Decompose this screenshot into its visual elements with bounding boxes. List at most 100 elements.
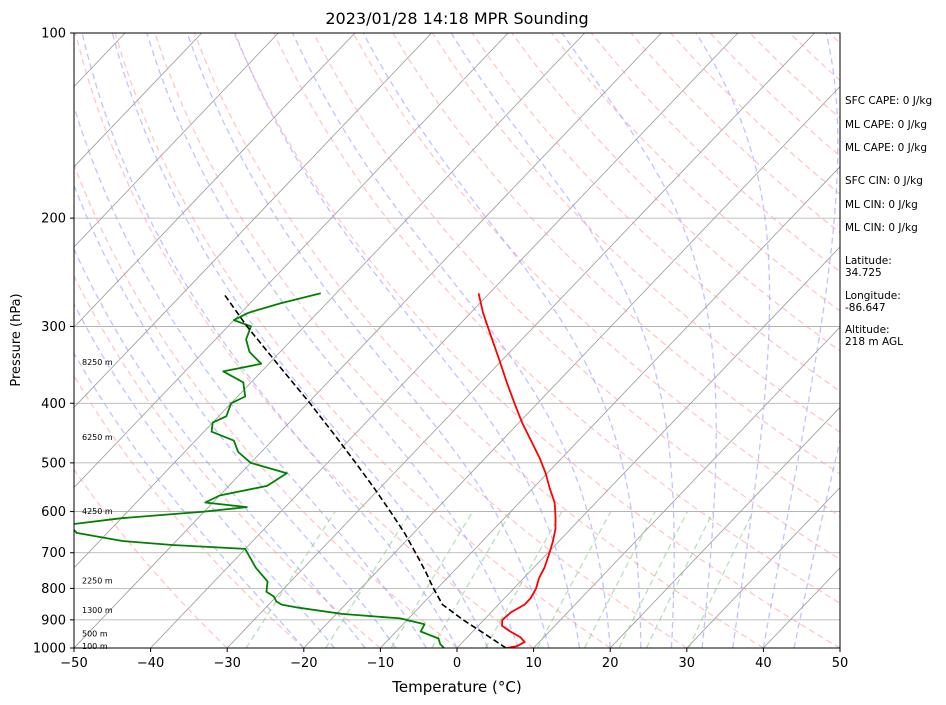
y-tick-label: 600	[41, 505, 66, 520]
latitude-label: Latitude:	[845, 255, 892, 267]
x-tick-label: 10	[525, 656, 542, 671]
isotherm-line	[74, 33, 586, 569]
background-lines	[74, 33, 840, 648]
height-label: 8250 m	[82, 358, 113, 367]
moist-adiabat-line	[234, 33, 581, 648]
data-lines	[74, 292, 557, 648]
mixing-ratio-line	[390, 511, 474, 648]
moist-adiabat-line	[695, 33, 771, 648]
mixing-ratio-line	[645, 511, 714, 648]
x-tick-label: −30	[213, 656, 240, 671]
mixing-ratio-line	[484, 511, 563, 648]
height-label: 6250 m	[82, 433, 113, 442]
dry-adiabat-line	[352, 33, 840, 518]
dry-adiabat-line	[233, 33, 840, 648]
moist-adiabat-line	[146, 33, 519, 648]
dry-adiabat-line	[154, 33, 688, 648]
moist-adiabat-line	[74, 183, 397, 648]
height-label: 1300 m	[82, 606, 113, 615]
x-tick-label: 40	[755, 656, 772, 671]
dry-adiabat-line	[74, 33, 534, 648]
isotherm-line	[609, 406, 840, 648]
y-axis-ticks: 1000 900 800 700 600 500 400 300 200 100	[33, 27, 74, 657]
x-axis-label: Temperature (°C)	[391, 678, 521, 696]
dry-adiabat-line	[431, 33, 840, 434]
ml-cin-text-2: ML CIN: 0 J/kg	[845, 222, 918, 234]
parcel-trace	[222, 292, 507, 648]
indices-panel: SFC CAPE: 0 J/kg ML CAPE: 0 J/kg ML CAPE…	[845, 95, 932, 348]
y-tick-label: 400	[41, 397, 66, 412]
longitude-value: -86.647	[845, 302, 886, 314]
ml-cape-text-2: ML CAPE: 0 J/kg	[845, 142, 927, 154]
dry-adiabat-line	[74, 274, 381, 648]
dry-adiabat-line	[114, 33, 611, 648]
latitude-value: 34.725	[845, 267, 882, 279]
mixing-ratio-line	[325, 511, 412, 648]
dewpoint-trace	[74, 292, 445, 648]
moist-adiabat-line	[186, 33, 550, 648]
x-tick-label: 20	[602, 656, 619, 671]
moist-adiabat-line	[561, 33, 717, 648]
isotherm-line	[150, 33, 739, 648]
temperature-trace	[477, 293, 557, 648]
height-labels: 100 m 500 m 1300 m 2250 m 4250 m 6250 m 8250 m	[82, 358, 113, 651]
isotherm-line	[380, 166, 840, 648]
chart-title: 2023/01/28 14:18 MPR Sounding	[325, 9, 588, 28]
mixing-ratio-line	[688, 511, 754, 648]
altitude-label: Altitude:	[845, 324, 890, 336]
mixing-ratio-line	[618, 511, 689, 648]
x-axis-ticks: −50 −40 −30 −20 −10 0 10 20 30 40 50	[60, 648, 848, 671]
mixing-ratio-line	[583, 511, 656, 648]
moist-adiabat-line	[292, 33, 611, 648]
isotherm-line	[74, 33, 356, 328]
dry-adiabat-line	[392, 33, 840, 475]
x-tick-label: 50	[832, 656, 849, 671]
longitude-label: Longitude:	[845, 290, 901, 302]
x-tick-label: −50	[60, 656, 87, 671]
moist-adiabat-line	[362, 33, 642, 648]
y-tick-label: 300	[41, 320, 66, 335]
mixing-ratio-line	[245, 511, 336, 648]
isotherm-line	[74, 33, 509, 489]
altitude-value: 218 m AGL	[845, 336, 903, 348]
dry-adiabat-line	[471, 33, 840, 393]
height-label: 4250 m	[82, 507, 113, 516]
y-axis-label: Pressure (hPa)	[9, 293, 24, 386]
moist-adiabat-line	[74, 302, 335, 648]
x-tick-label: 30	[679, 656, 696, 671]
moist-adiabat-line	[762, 33, 839, 648]
moist-adiabat-line	[793, 437, 840, 648]
y-tick-label: 1000	[33, 642, 66, 657]
dry-adiabat-line	[273, 33, 840, 604]
dry-adiabat-line	[193, 33, 764, 648]
y-tick-label: 200	[41, 212, 66, 227]
isotherm-line	[686, 487, 840, 648]
isotherm-line	[533, 326, 840, 648]
ml-cape-text-1: ML CAPE: 0 J/kg	[845, 119, 927, 131]
dry-adiabat-line	[550, 33, 840, 312]
moist-adiabat-line	[74, 351, 305, 648]
sfc-cin-text: SFC CIN: 0 J/kg	[845, 175, 923, 187]
y-tick-label: 800	[41, 582, 66, 597]
moist-adiabat-line	[74, 104, 427, 648]
isotherm-line	[303, 85, 840, 648]
sfc-cape-text: SFC CAPE: 0 J/kg	[845, 95, 932, 107]
y-tick-label: 500	[41, 456, 66, 471]
mixing-ratio-line	[431, 511, 512, 648]
moist-adiabat-line	[74, 247, 366, 648]
mixing-ratio-line	[536, 511, 612, 648]
dry-adiabat-line	[74, 374, 305, 648]
y-tick-label: 700	[41, 546, 66, 561]
moist-adiabat-line	[111, 33, 489, 648]
isotherm-line	[74, 33, 432, 408]
dry-adiabat-line	[511, 33, 840, 352]
height-label: 2250 m	[82, 577, 113, 586]
isotherm-line	[74, 33, 279, 248]
height-label: 100 m	[82, 642, 108, 651]
dry-adiabat-line	[74, 468, 228, 648]
x-tick-label: 0	[453, 656, 461, 671]
dry-adiabat-line	[312, 33, 840, 561]
height-label: 500 m	[82, 629, 108, 638]
